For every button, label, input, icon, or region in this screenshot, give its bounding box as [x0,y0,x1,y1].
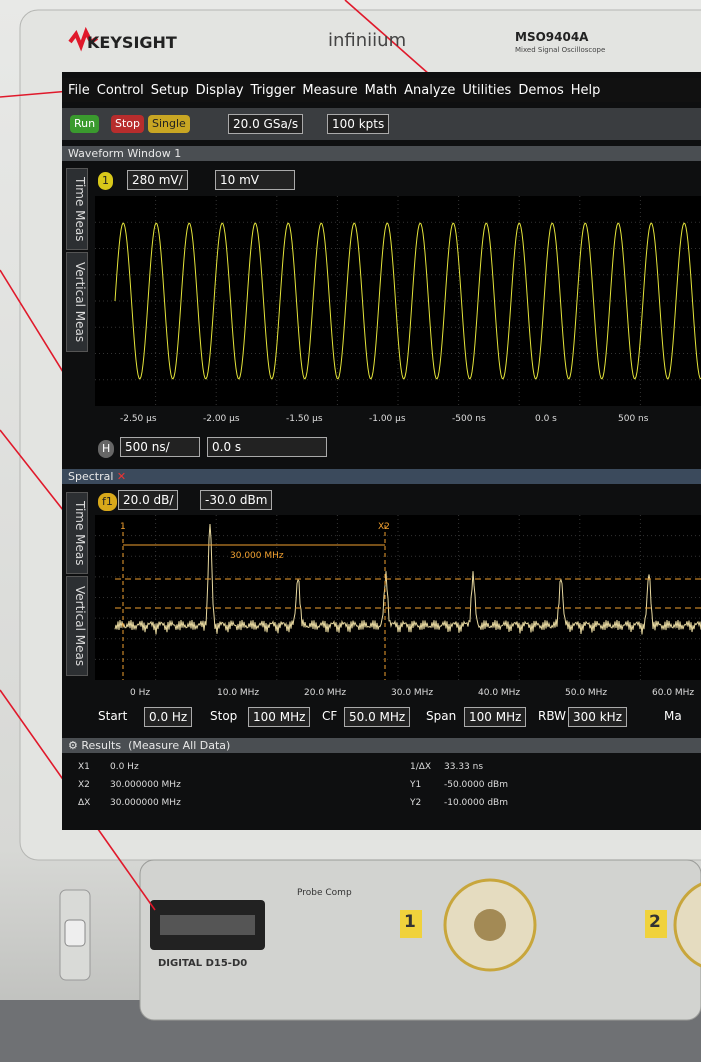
waveform-title: Waveform Window 1 [62,146,701,161]
marker-label: X2 [378,522,390,532]
menu-bar: File Control Setup Display Trigger Measure Mat… [62,78,701,102]
control-label: Start [98,709,127,723]
function-badge[interactable]: f1 [98,493,117,511]
close-icon[interactable]: ✕ [117,470,126,483]
menu-item[interactable]: Math [365,83,398,98]
control-value[interactable]: 50.0 MHz [344,707,410,727]
x-axis-label: 500 ns [618,414,648,424]
menu-item[interactable]: Trigger [251,83,296,98]
x-axis-label: 0.0 s [535,414,557,424]
menu-item[interactable]: Setup [151,83,189,98]
menu-item[interactable]: Demos [518,83,563,98]
menu-item[interactable]: Display [196,83,244,98]
menu-item[interactable]: File [68,83,90,98]
result-value: 0.0 Hz [110,762,139,772]
run-button[interactable]: Run [70,115,99,133]
result-value: 33.33 ns [444,762,483,772]
x-axis-label: -2.00 µs [203,414,240,424]
menu-item[interactable]: Analyze [404,83,455,98]
channel-badge[interactable]: 1 [98,172,113,190]
stop-button[interactable]: Stop [111,115,144,133]
result-key: Y1 [410,780,421,790]
result-value: 30.000000 MHz [110,798,181,808]
result-key: X2 [78,780,90,790]
spectral-name: Spectral [68,470,113,483]
memory-depth[interactable]: 100 kpts [327,114,389,134]
result-value: -10.0000 dBm [444,798,508,808]
results-name: Results [81,739,121,752]
menu-item[interactable]: Measure [302,83,357,98]
model-subtitle: Mixed Signal Oscilloscope [515,46,605,54]
x-axis-label: -1.50 µs [286,414,323,424]
probe-comp: Probe Comp [297,888,352,898]
results-title: ⚙ Results (Measure All Data) [62,738,701,753]
control-label: Stop [210,709,237,723]
waveform-plot [95,196,701,406]
control-value[interactable]: 100 MHz [464,707,526,727]
x-axis-label: 0 Hz [130,688,150,698]
marker-label: 1 [120,522,126,532]
menu-item[interactable]: Control [97,83,144,98]
side-tab[interactable]: Time Meas [66,492,88,574]
body: {"brand":{"logo":"KEYSIGHT","product":"i… [0,0,701,1062]
result-key: X1 [78,762,90,772]
result-key: ΔX [78,798,90,808]
control-value[interactable]: 300 kHz [568,707,627,727]
vertical-scale[interactable]: 280 mV/ [127,170,188,190]
spectral-plot [95,515,701,680]
x-axis-label: 20.0 MHz [304,688,346,698]
digital-label: DIGITAL D15-D0 [158,958,247,969]
side-tab[interactable]: Vertical Meas [66,576,88,676]
vertical-offset[interactable]: 10 mV [215,170,295,190]
device: KEYSIGHT infiniium MSO9404A Mixed Signal… [0,0,701,1062]
side-tab[interactable]: Vertical Meas [66,252,88,352]
single-button[interactable]: Single [148,115,190,133]
x-axis-label: 30.0 MHz [391,688,433,698]
menu-item[interactable]: Help [571,83,601,98]
sample-rate[interactable]: 20.0 GSa/s [228,114,303,134]
channel-1-label: 1 [404,912,416,932]
x-axis-label: 60.0 MHz [652,688,694,698]
x-axis-label: -2.50 µs [120,414,157,424]
side-tab[interactable]: Time Meas [66,168,88,250]
result-key: 1/ΔX [410,762,431,772]
control-value[interactable]: 100 MHz [248,707,310,727]
horizontal-badge[interactable]: H [98,440,114,458]
results-subtitle: (Measure All Data) [128,739,230,752]
spectral-title: Spectral ✕ [62,469,701,484]
result-value: 30.000000 MHz [110,780,181,790]
spectral-scale[interactable]: 20.0 dB/ [118,490,178,510]
x-axis-label: 50.0 MHz [565,688,607,698]
control-label: RBW [538,709,566,723]
x-axis-label: -500 ns [452,414,486,424]
result-key: Y2 [410,798,421,808]
model: MSO9404A [515,30,588,44]
channel-2-label: 2 [649,912,661,932]
delay[interactable]: 0.0 s [207,437,327,457]
x-axis-label: 10.0 MHz [217,688,259,698]
logo: KEYSIGHT [87,33,177,52]
page: Oscilloscope body{margin:0;width:701px;h… [0,0,701,1062]
menu-item[interactable]: Utilities [462,83,511,98]
result-value: -50.0000 dBm [444,780,508,790]
control-label: Span [426,709,456,723]
control-value[interactable]: 0.0 Hz [144,707,192,727]
delta-label: 30.000 MHz [230,551,284,561]
control-label: Ma [664,709,682,723]
control-label: CF [322,709,337,723]
x-axis-label: 40.0 MHz [478,688,520,698]
x-axis-label: -1.00 µs [369,414,406,424]
time-scale[interactable]: 500 ns/ [120,437,200,457]
product: infiniium [328,30,406,51]
spectral-offset[interactable]: -30.0 dBm [200,490,272,510]
